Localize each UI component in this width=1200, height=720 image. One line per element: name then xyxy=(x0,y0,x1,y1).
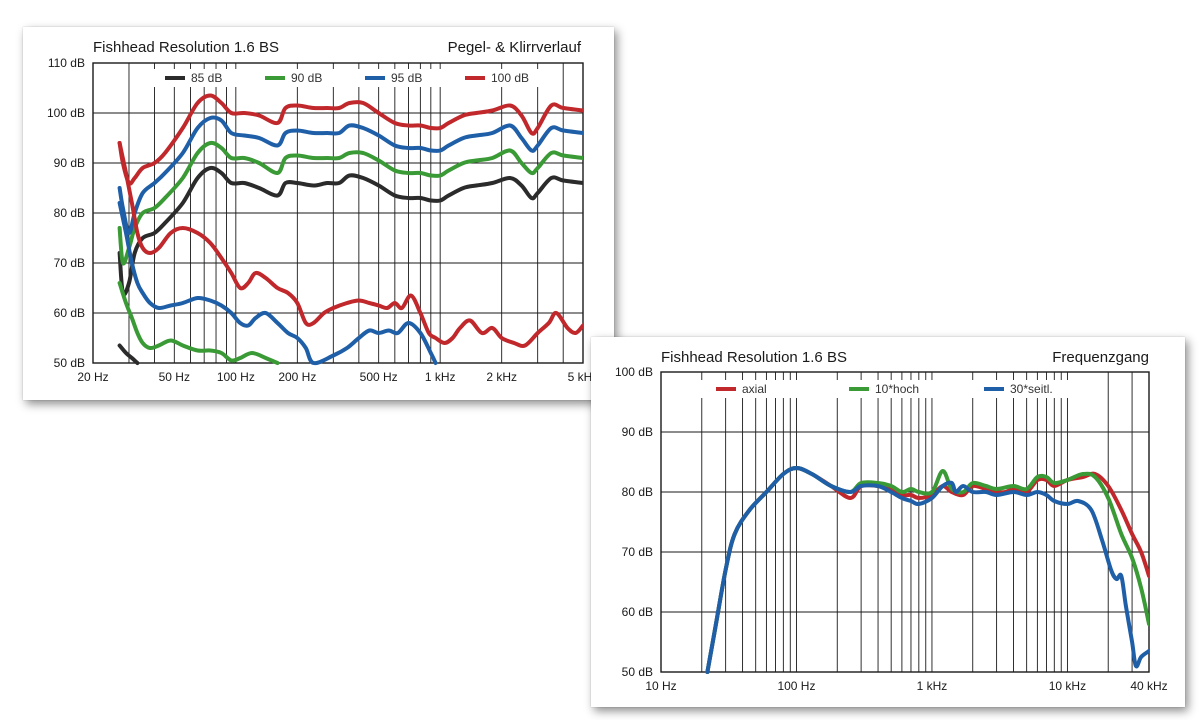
legend-item: 100 dB xyxy=(465,71,529,85)
series-lines xyxy=(117,93,583,366)
legend-label: axial xyxy=(742,382,767,396)
legend-label: 85 dB xyxy=(191,71,222,85)
x-tick-label: 20 Hz xyxy=(77,370,108,384)
x-tick-label: 500 Hz xyxy=(360,370,398,384)
y-tick-label: 50 dB xyxy=(622,665,653,679)
chart-title: Fishhead Resolution 1.6 BS xyxy=(93,39,279,56)
legend-item: 85 dB xyxy=(165,71,222,85)
y-tick-label: 110 dB xyxy=(48,56,85,70)
y-tick-label: 80 dB xyxy=(622,485,653,499)
legend-item: 10*hoch xyxy=(849,382,919,396)
y-tick-label: 70 dB xyxy=(54,256,85,270)
plot-frame xyxy=(660,371,1150,673)
x-tick-label: 5 kHz xyxy=(568,370,599,384)
frequency-response-chart-card: Fishhead Resolution 1.6 BS Frequenzgang ax… xyxy=(591,337,1185,707)
legend-label: 10*hoch xyxy=(875,382,919,396)
y-tick-label: 60 dB xyxy=(622,605,653,619)
grid-lines xyxy=(660,371,1150,673)
x-tick-label: 100 Hz xyxy=(217,370,255,384)
chart-title: Fishhead Resolution 1.6 BS xyxy=(661,349,847,366)
series-line-95-db-thd xyxy=(117,201,438,366)
legend-label: 100 dB xyxy=(491,71,529,85)
series-line-95-db xyxy=(117,115,583,236)
frequency-response-chart: Fishhead Resolution 1.6 BS Frequenzgang ax… xyxy=(615,349,1168,693)
legend-background xyxy=(691,380,1091,398)
legend-item: 30*seitl. xyxy=(984,382,1053,396)
x-tick-label: 1 kHz xyxy=(425,370,456,384)
legend-label: 90 dB xyxy=(291,71,322,85)
y-tick-label: 50 dB xyxy=(54,356,85,370)
x-tick-label: 40 kHz xyxy=(1130,679,1167,693)
legend-background xyxy=(143,69,543,87)
x-tick-label: 2 kHz xyxy=(486,370,517,384)
y-tick-label: 70 dB xyxy=(622,545,653,559)
level-distortion-chart-card: Fishhead Resolution 1.6 BS Pegel- & Klirr… xyxy=(23,27,614,400)
y-tick-label: 90 dB xyxy=(54,156,85,170)
y-tick-label: 90 dB xyxy=(622,425,653,439)
chart-subtitle: Pegel- & Klirrverlauf xyxy=(448,39,582,56)
plot-frame xyxy=(92,62,584,364)
x-tick-label: 10 kHz xyxy=(1049,679,1086,693)
chart-subtitle: Frequenzgang xyxy=(1052,349,1149,366)
series-lines xyxy=(705,466,1149,674)
x-tick-label: 50 Hz xyxy=(159,370,190,384)
level-distortion-chart: Fishhead Resolution 1.6 BS Pegel- & Klirr… xyxy=(47,39,599,384)
legend-item: 95 dB xyxy=(365,71,422,85)
y-tick-label: 80 dB xyxy=(54,206,85,220)
legend-label: 95 dB xyxy=(391,71,422,85)
x-tick-label: 1 kHz xyxy=(917,679,948,693)
x-tick-label: 100 Hz xyxy=(777,679,815,693)
x-tick-label: 10 Hz xyxy=(645,679,676,693)
series-line-90-db xyxy=(117,140,583,266)
legend-label: 30*seitl. xyxy=(1010,382,1053,396)
y-tick-label: 100 dB xyxy=(47,106,85,120)
series-line-85-db-thd xyxy=(117,343,140,365)
y-tick-label: 100 dB xyxy=(615,365,653,379)
series-line-90-db-thd xyxy=(117,281,280,365)
series-line-100-db xyxy=(117,93,583,186)
series-line-100-db-thd xyxy=(117,141,583,349)
x-tick-label: 200 Hz xyxy=(278,370,316,384)
series-line-85-db xyxy=(117,165,583,297)
legend-item: 90 dB xyxy=(265,71,322,85)
series-line-30-seitl xyxy=(705,466,1149,674)
legend-item: axial xyxy=(716,382,767,396)
y-tick-label: 60 dB xyxy=(54,306,85,320)
